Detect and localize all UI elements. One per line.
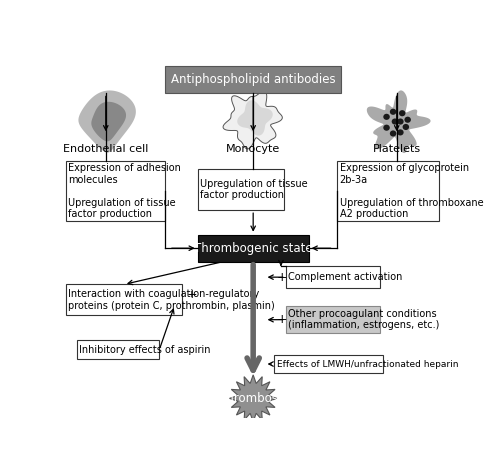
Polygon shape: [91, 102, 126, 141]
FancyBboxPatch shape: [286, 266, 379, 288]
FancyBboxPatch shape: [198, 235, 309, 262]
Polygon shape: [79, 90, 136, 153]
Polygon shape: [237, 100, 273, 135]
Circle shape: [399, 110, 406, 116]
FancyBboxPatch shape: [286, 306, 379, 333]
Text: Expression of adhesion
molecules

Upregulation of tissue
factor production: Expression of adhesion molecules Upregul…: [68, 163, 181, 219]
Circle shape: [397, 129, 404, 135]
Text: Other procoagulant conditions
(inflammation, estrogens, etc.): Other procoagulant conditions (inflammat…: [288, 309, 439, 330]
Text: Thrombosis: Thrombosis: [219, 392, 288, 405]
Polygon shape: [230, 375, 277, 422]
Text: Effects of LMWH/unfractionated heparin: Effects of LMWH/unfractionated heparin: [277, 360, 458, 368]
Circle shape: [390, 109, 396, 115]
Text: Endothelial cell: Endothelial cell: [63, 144, 149, 154]
FancyBboxPatch shape: [274, 355, 383, 373]
FancyBboxPatch shape: [66, 284, 182, 315]
Circle shape: [390, 130, 396, 137]
Text: Interaction with coagulation-regulatory
proteins (protein C, prothrombin, plasmi: Interaction with coagulation-regulatory …: [68, 289, 275, 311]
Text: Inhibitory effects of aspirin: Inhibitory effects of aspirin: [80, 345, 211, 354]
Text: +: +: [187, 288, 197, 301]
Polygon shape: [367, 90, 431, 153]
Text: Thrombogenic state: Thrombogenic state: [194, 242, 313, 255]
Polygon shape: [223, 91, 282, 149]
Text: Upregulation of tissue
factor production: Upregulation of tissue factor production: [200, 179, 308, 200]
FancyBboxPatch shape: [337, 161, 439, 221]
FancyBboxPatch shape: [198, 169, 284, 210]
Text: +: +: [277, 271, 287, 284]
Circle shape: [383, 114, 390, 120]
FancyBboxPatch shape: [77, 340, 160, 359]
Text: Expression of glycoprotein
2b-3a

Upregulation of thromboxane
A2 production: Expression of glycoprotein 2b-3a Upregul…: [340, 163, 483, 219]
Text: Complement activation: Complement activation: [288, 272, 403, 282]
Text: Monocyte: Monocyte: [226, 144, 280, 154]
FancyBboxPatch shape: [66, 161, 165, 221]
Text: Antiphospholipid antibodies: Antiphospholipid antibodies: [171, 73, 335, 86]
Text: Platelets: Platelets: [372, 144, 421, 154]
Circle shape: [397, 118, 404, 125]
Text: +: +: [277, 313, 287, 326]
Circle shape: [405, 117, 411, 123]
Circle shape: [392, 118, 398, 125]
FancyBboxPatch shape: [165, 66, 341, 94]
Circle shape: [403, 124, 409, 130]
Circle shape: [383, 125, 390, 131]
